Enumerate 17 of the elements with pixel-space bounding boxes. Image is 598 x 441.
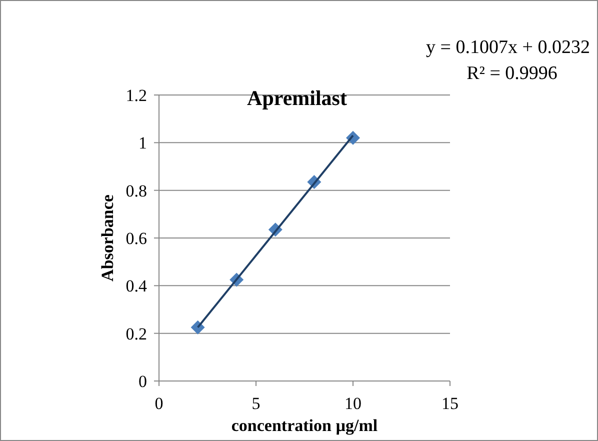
x-tick-label: 5 (252, 394, 260, 413)
x-axis-title: concentration µg/ml (231, 416, 378, 435)
chart-title: Apremilast (247, 86, 347, 110)
y-tick-label: 0.2 (126, 324, 147, 344)
y-tick-label: 0 (138, 372, 147, 391)
y-tick-label: 0.6 (126, 228, 147, 248)
point (190, 320, 205, 334)
y-tick-label: 0.4 (126, 276, 148, 296)
text: R² = 0.9996 (466, 63, 558, 84)
y-tick-label: 0.8 (126, 181, 147, 200)
x-tick-label: 10 (344, 394, 362, 413)
x-tick-label: 15 (442, 394, 458, 413)
y-tick-label: 1 (138, 134, 147, 153)
x-tick-label: 0 (154, 394, 164, 413)
y-tick-label: 1.2 (126, 86, 147, 105)
text: y = 0.1007x + 0.0232 (426, 37, 590, 58)
y-axis-title: Absorbance (98, 194, 117, 282)
